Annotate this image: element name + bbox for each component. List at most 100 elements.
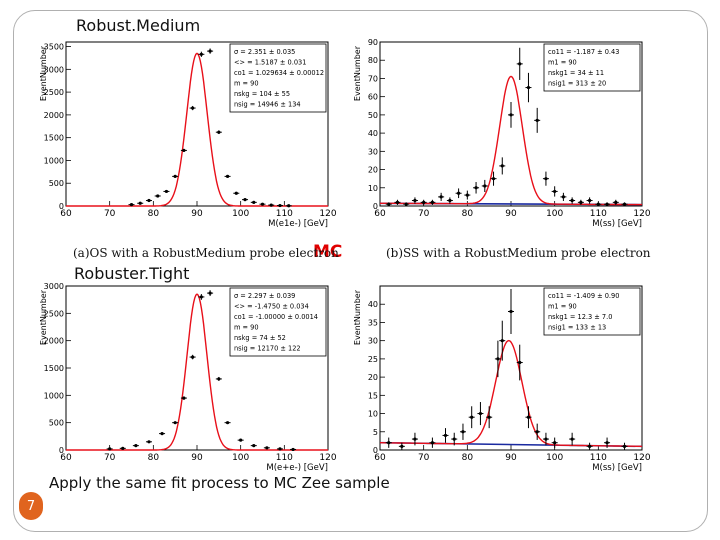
data-point [182,396,186,400]
y-tick-label: 500 [49,179,64,188]
data-point [500,164,504,168]
x-tick-label: 80 [462,209,474,219]
data-point [544,437,548,441]
x-tick-label: 70 [418,453,430,463]
y-tick-label: 15 [368,391,378,400]
x-tick-label: 80 [462,453,474,463]
y-tick-label: 3000 [44,65,64,74]
chart-robuster-tight-os: 60 70 80 90 100 110 120 0 500 1000 1500 2000 2500 300… [39,282,337,473]
data-point [291,447,295,452]
data-point [387,202,391,206]
y-tick-label: 2500 [44,88,64,97]
data-point [500,339,504,343]
data-point [526,415,531,419]
data-point [452,437,456,441]
data-point [234,191,238,195]
y-tick-label: 70 [368,74,378,83]
y-tick-label: 500 [49,419,64,428]
data-point [173,174,177,178]
fit-stats-entry: co1 = -1.00000 ± 0.0014 [234,313,318,321]
data-point [588,198,592,203]
x-tick-label: 70 [418,209,430,219]
y-tick-label: 3000 [44,282,64,291]
y-axis-label: EventNumber [39,289,48,345]
fit-stats-entry: <> = -1.4750 ± 0.034 [234,303,309,311]
fit-stats-box [229,287,327,357]
mc-label: MC [313,242,343,262]
data-point [470,415,474,419]
data-point [121,446,125,450]
x-tick-label: 60 [60,209,72,219]
data-point [217,130,221,134]
fit-stats-entry: <> = 1.5187 ± 0.031 [234,59,306,67]
data-point [199,295,203,299]
y-tick-label: 0 [373,202,378,211]
data-point [561,195,565,199]
data-point [461,430,465,434]
y-tick-label: 1000 [44,391,64,400]
y-tick-label: 0 [59,446,64,455]
data-point [400,444,404,448]
fit-stats-entry: σ = 2.351 ± 0.035 [234,48,295,56]
fit-stats-entry: co11 = -1.409 ± 0.90 [548,292,619,300]
y-axis-label: EventNumber [353,45,362,101]
data-point [387,441,391,445]
chart-robust-medium-os: 60 70 80 90 100 110 120 0 500 1000 1500 2000 2500 300… [39,41,337,229]
data-point [439,195,443,199]
fit-stats-entry: nsig = 14946 ± 134 [234,101,301,109]
data-point [570,437,574,441]
x-axis-label: M(e+e-) [GeV] [266,463,328,473]
fit-stats-entry: m1 = 90 [548,59,577,67]
data-point [474,186,478,190]
y-tick-label: 2000 [44,337,64,346]
y-tick-label: 2500 [44,309,64,318]
x-tick-label: 120 [633,209,650,219]
y-tick-label: 5 [373,428,378,437]
fit-stats-box [229,43,327,113]
data-point [129,203,134,207]
data-point [491,177,496,181]
data-point [413,198,417,203]
section-title-robuster-tight: Robuster.Tight [74,264,190,283]
fit-stats-box [543,43,641,92]
x-tick-label: 90 [191,453,203,463]
fit-stats-entry: nskg1 = 12.3 ± 7.0 [548,313,612,321]
y-tick-label: 0 [373,446,378,455]
fit-stats-entry: co11 = -1.187 ± 0.43 [548,48,619,56]
data-point [156,194,160,198]
y-tick-label: 20 [368,166,378,175]
data-point [526,85,531,90]
x-axis-label: M(e1e-) [GeV] [268,219,328,229]
data-point [404,202,408,206]
y-tick-label: 80 [368,56,378,65]
data-point [252,200,256,204]
data-point [287,204,291,208]
y-tick-label: 40 [368,129,378,138]
data-point [487,415,491,419]
y-tick-label: 20 [368,373,378,382]
x-tick-label: 120 [319,453,336,463]
x-axis-label: M(ss) [GeV] [592,463,642,473]
y-tick-label: 30 [368,337,378,346]
data-point [243,198,247,202]
data-point [199,52,203,56]
fit-stats-entry: nskg = 104 ± 55 [234,90,290,98]
y-tick-label: 30 [368,147,378,156]
data-point [173,421,177,425]
x-tick-label: 70 [104,453,116,463]
data-point [278,447,282,451]
x-tick-label: 110 [590,209,607,219]
data-point [147,198,151,203]
x-tick-label: 80 [148,453,160,463]
x-tick-label: 90 [191,209,203,219]
data-point [535,118,539,122]
data-point [217,377,221,381]
fit-stats-entry: co1 = 1.029634 ± 0.00012 [234,69,324,77]
data-point [278,203,282,208]
y-axis-label: EventNumber [39,45,48,101]
y-tick-label: 2000 [44,111,64,120]
y-tick-label: 1000 [44,156,64,165]
y-axis-label: EventNumber [353,289,362,345]
data-point [596,202,600,206]
x-tick-label: 60 [374,209,386,219]
